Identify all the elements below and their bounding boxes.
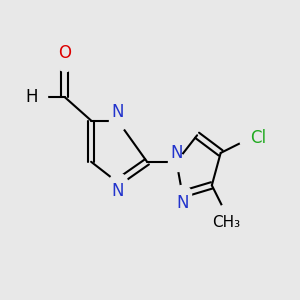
Text: Cl: Cl xyxy=(250,129,266,147)
Text: N: N xyxy=(111,182,124,200)
Text: N: N xyxy=(170,144,183,162)
Text: H: H xyxy=(26,88,38,106)
Text: O: O xyxy=(58,44,71,62)
Text: N: N xyxy=(111,103,124,121)
Text: N: N xyxy=(176,194,189,212)
Text: CH₃: CH₃ xyxy=(212,215,241,230)
